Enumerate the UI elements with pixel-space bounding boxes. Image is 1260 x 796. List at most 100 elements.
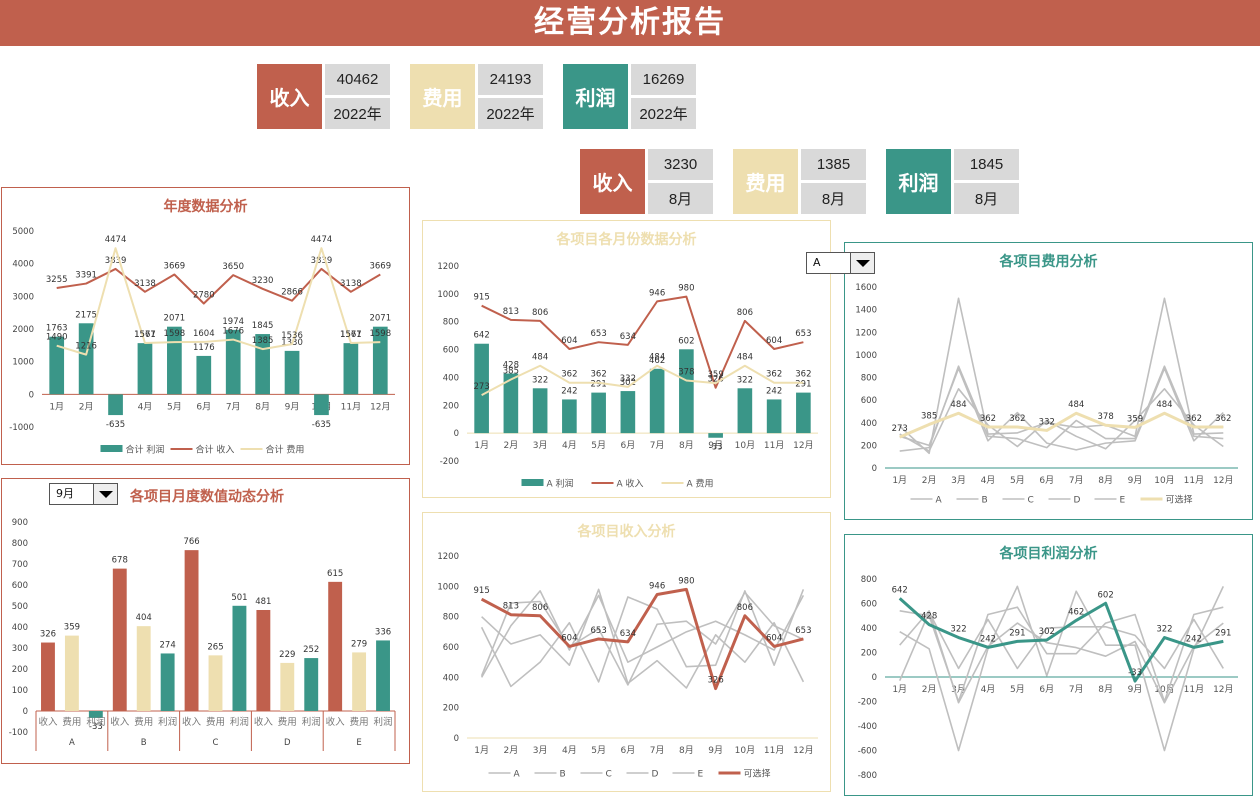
svg-text:10月: 10月 — [1154, 475, 1174, 486]
svg-text:D: D — [284, 738, 291, 748]
svg-text:600: 600 — [861, 396, 877, 406]
svg-text:3839: 3839 — [311, 256, 333, 266]
svg-text:642: 642 — [892, 585, 908, 595]
svg-text:326: 326 — [708, 375, 724, 385]
svg-text:2月: 2月 — [504, 745, 519, 756]
svg-text:E: E — [356, 738, 361, 748]
kpi-period: 2022年 — [631, 98, 696, 129]
svg-text:8月: 8月 — [679, 745, 694, 756]
svg-text:766: 766 — [183, 537, 199, 547]
month-select-button[interactable] — [93, 484, 117, 504]
svg-text:1536: 1536 — [281, 331, 303, 341]
svg-text:946: 946 — [649, 288, 665, 298]
month-select[interactable]: 9月 — [49, 483, 118, 505]
svg-text:4474: 4474 — [311, 235, 333, 245]
svg-text:费用: 费用 — [350, 716, 369, 728]
chart-title: 年度数据分析 — [164, 198, 248, 215]
svg-text:1400: 1400 — [855, 306, 877, 316]
svg-text:900: 900 — [12, 518, 28, 528]
svg-text:1000: 1000 — [437, 290, 459, 300]
svg-text:3138: 3138 — [134, 279, 156, 289]
svg-text:615: 615 — [327, 569, 343, 579]
svg-text:3月: 3月 — [533, 745, 548, 756]
svg-text:800: 800 — [443, 318, 459, 328]
svg-text:6月: 6月 — [196, 401, 211, 412]
svg-text:653: 653 — [795, 329, 811, 339]
svg-text:428: 428 — [921, 612, 937, 622]
svg-text:D: D — [652, 770, 659, 780]
svg-text:收入: 收入 — [182, 716, 202, 728]
svg-text:362: 362 — [1009, 414, 1025, 424]
svg-text:3月: 3月 — [951, 475, 966, 486]
svg-text:242: 242 — [1186, 634, 1202, 644]
svg-text:980: 980 — [678, 284, 694, 294]
svg-text:A 利润: A 利润 — [547, 478, 574, 490]
svg-text:362: 362 — [591, 370, 607, 380]
chart-title: 各项目收入分析 — [577, 523, 676, 540]
svg-text:费用: 费用 — [62, 716, 81, 728]
svg-text:收入: 收入 — [38, 716, 58, 728]
svg-text:1974: 1974 — [222, 317, 244, 327]
svg-text:604: 604 — [766, 633, 782, 643]
svg-text:3000: 3000 — [12, 292, 34, 302]
svg-text:806: 806 — [737, 603, 753, 613]
svg-text:9月: 9月 — [1128, 475, 1143, 486]
item-select[interactable]: A — [806, 252, 875, 274]
svg-text:362: 362 — [1186, 414, 1202, 424]
svg-text:322: 322 — [737, 375, 753, 385]
svg-text:322: 322 — [1156, 625, 1172, 635]
svg-text:1月: 1月 — [892, 684, 907, 695]
svg-text:合计 收入: 合计 收入 — [196, 444, 235, 456]
svg-text:8月: 8月 — [1098, 684, 1113, 695]
svg-text:8月: 8月 — [255, 401, 270, 412]
kpi-value: 16269 — [631, 64, 696, 95]
svg-text:806: 806 — [737, 308, 753, 318]
svg-text:2780: 2780 — [193, 291, 215, 301]
svg-text:A: A — [69, 738, 75, 748]
kpi-value: 40462 — [325, 64, 390, 95]
svg-text:336: 336 — [375, 627, 391, 637]
kpi-value: 1845 — [954, 149, 1019, 180]
svg-text:1598: 1598 — [369, 329, 391, 339]
svg-text:利润: 利润 — [374, 716, 393, 728]
svg-text:332: 332 — [620, 374, 636, 384]
kpi-label: 利润 — [563, 64, 628, 129]
svg-text:291: 291 — [1009, 628, 1025, 638]
svg-text:4月: 4月 — [562, 745, 577, 756]
kpi-label: 收入 — [580, 149, 645, 214]
svg-text:0: 0 — [454, 734, 459, 744]
item-select-button[interactable] — [850, 253, 874, 273]
svg-text:362: 362 — [561, 370, 577, 380]
svg-text:242: 242 — [766, 386, 782, 396]
svg-text:C: C — [606, 770, 612, 780]
svg-text:12月: 12月 — [793, 440, 813, 451]
svg-text:279: 279 — [351, 639, 367, 649]
svg-text:3669: 3669 — [369, 261, 391, 271]
svg-text:利润: 利润 — [302, 716, 321, 728]
svg-text:400: 400 — [861, 419, 877, 429]
svg-text:0: 0 — [872, 673, 877, 683]
chart-title: 各项目费用分析 — [999, 253, 1098, 270]
kpi-monthly-expense: 费用 1385 8月 — [733, 149, 866, 214]
svg-text:242: 242 — [980, 634, 996, 644]
kpi-yearly-profit: 利润 16269 2022年 — [563, 64, 696, 129]
svg-text:E: E — [1120, 496, 1126, 506]
svg-text:1567: 1567 — [134, 330, 156, 340]
svg-text:-33: -33 — [1128, 668, 1142, 678]
svg-text:-33: -33 — [709, 443, 723, 453]
kpi-period: 8月 — [801, 183, 866, 214]
svg-text:653: 653 — [795, 626, 811, 636]
svg-text:200: 200 — [443, 704, 459, 714]
kpi-yearly-revenue: 收入 40462 2022年 — [257, 64, 390, 129]
svg-text:费用: 费用 — [278, 716, 297, 728]
svg-text:1763: 1763 — [46, 324, 68, 334]
svg-text:326: 326 — [708, 676, 724, 686]
svg-text:7月: 7月 — [650, 745, 665, 756]
svg-text:12月: 12月 — [1213, 684, 1233, 695]
svg-text:265: 265 — [207, 642, 223, 652]
svg-text:484: 484 — [737, 353, 753, 363]
svg-text:2071: 2071 — [164, 314, 186, 324]
svg-text:5月: 5月 — [591, 440, 606, 451]
svg-text:4月: 4月 — [981, 684, 996, 695]
svg-text:4000: 4000 — [12, 260, 34, 270]
